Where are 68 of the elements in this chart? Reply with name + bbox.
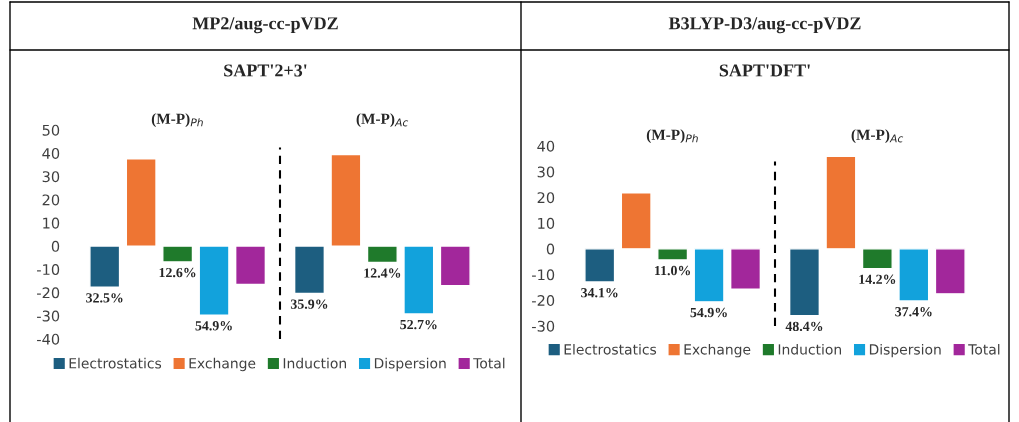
bar [234,245,267,286]
bar [330,153,362,247]
legend-label: Induction [778,343,841,355]
chart-subtitle: SAPT'DFT' [719,64,810,77]
y-tick-label: -30 [37,310,60,322]
y-tick-label: 0 [51,240,60,252]
bar [788,248,821,317]
annotation: 34.1% [581,287,618,298]
y-tick-label: -10 [532,269,555,281]
bar [898,248,930,302]
bar [125,158,157,247]
bar [198,245,230,316]
chart-subtitle: SAPT'2+3' [224,64,307,77]
y-tick-label: 10 [538,217,555,229]
annotation: 52.7% [400,319,437,330]
x-tick-label: (M-P)$_{Ph}$ [151,113,203,128]
bar [693,248,725,303]
annotation: 11.0% [655,265,691,276]
y-tick-label: 30 [537,166,555,178]
legend-label: Dispersion [869,343,941,358]
bar [934,248,966,295]
legend-label: Total [968,343,1000,355]
x-tick-label: (M-P)$_{Ac}$ [851,129,904,144]
bar [403,245,435,315]
y-tick-label: 40 [537,140,555,152]
legend-label: Total [473,357,505,369]
bar [366,245,398,264]
y-tick-label: 10 [43,217,60,229]
legend-label: Exchange [189,357,256,372]
y-tick-label: 20 [537,192,555,204]
y-tick-label: 20 [42,194,60,206]
y-tick-label: 30 [42,171,60,183]
chart-title: B3LYP-D3/aug-cc-pVDZ [668,17,861,34]
bar [584,248,616,283]
bar [729,248,762,290]
legend-label: Induction [283,357,346,369]
annotation: 14.2% [859,274,896,285]
y-tick-label: -20 [37,287,60,299]
annotation: 12.6% [159,267,196,278]
annotation: 35.9% [290,299,328,309]
legend-label: Exchange [684,343,751,358]
bar [825,155,857,250]
legend-label: Electrostatics [564,343,657,355]
y-tick-label: -10 [37,264,60,276]
annotation: 12.4% [364,268,401,278]
bar [861,248,893,270]
y-tick-label: -30 [532,320,555,332]
bar [162,245,194,263]
bar [657,248,689,261]
annotation: 54.9% [690,307,727,318]
annotation: 37.4% [895,307,932,317]
y-tick-label: -20 [532,295,555,307]
bar [89,245,121,288]
y-tick-label: 50 [42,124,60,136]
y-tick-label: 40 [42,147,60,159]
legend-label: Electrostatics [69,357,162,369]
annotation: 48.4% [785,321,823,332]
y-tick-label: 0 [546,243,555,255]
annotation: 54.9% [195,321,232,331]
legend-label: Dispersion [374,357,446,372]
x-tick-label: (M-P)$_{Ac}$ [356,113,409,128]
bar [293,245,326,295]
annotation: 32.5% [86,293,123,303]
bar [439,245,471,287]
y-tick-label: -40 [37,333,60,345]
x-tick-label: (M-P)$_{Ph}$ [646,129,698,144]
chart-title: MP2/aug-cc-pVDZ [192,17,338,34]
bar [620,192,652,250]
